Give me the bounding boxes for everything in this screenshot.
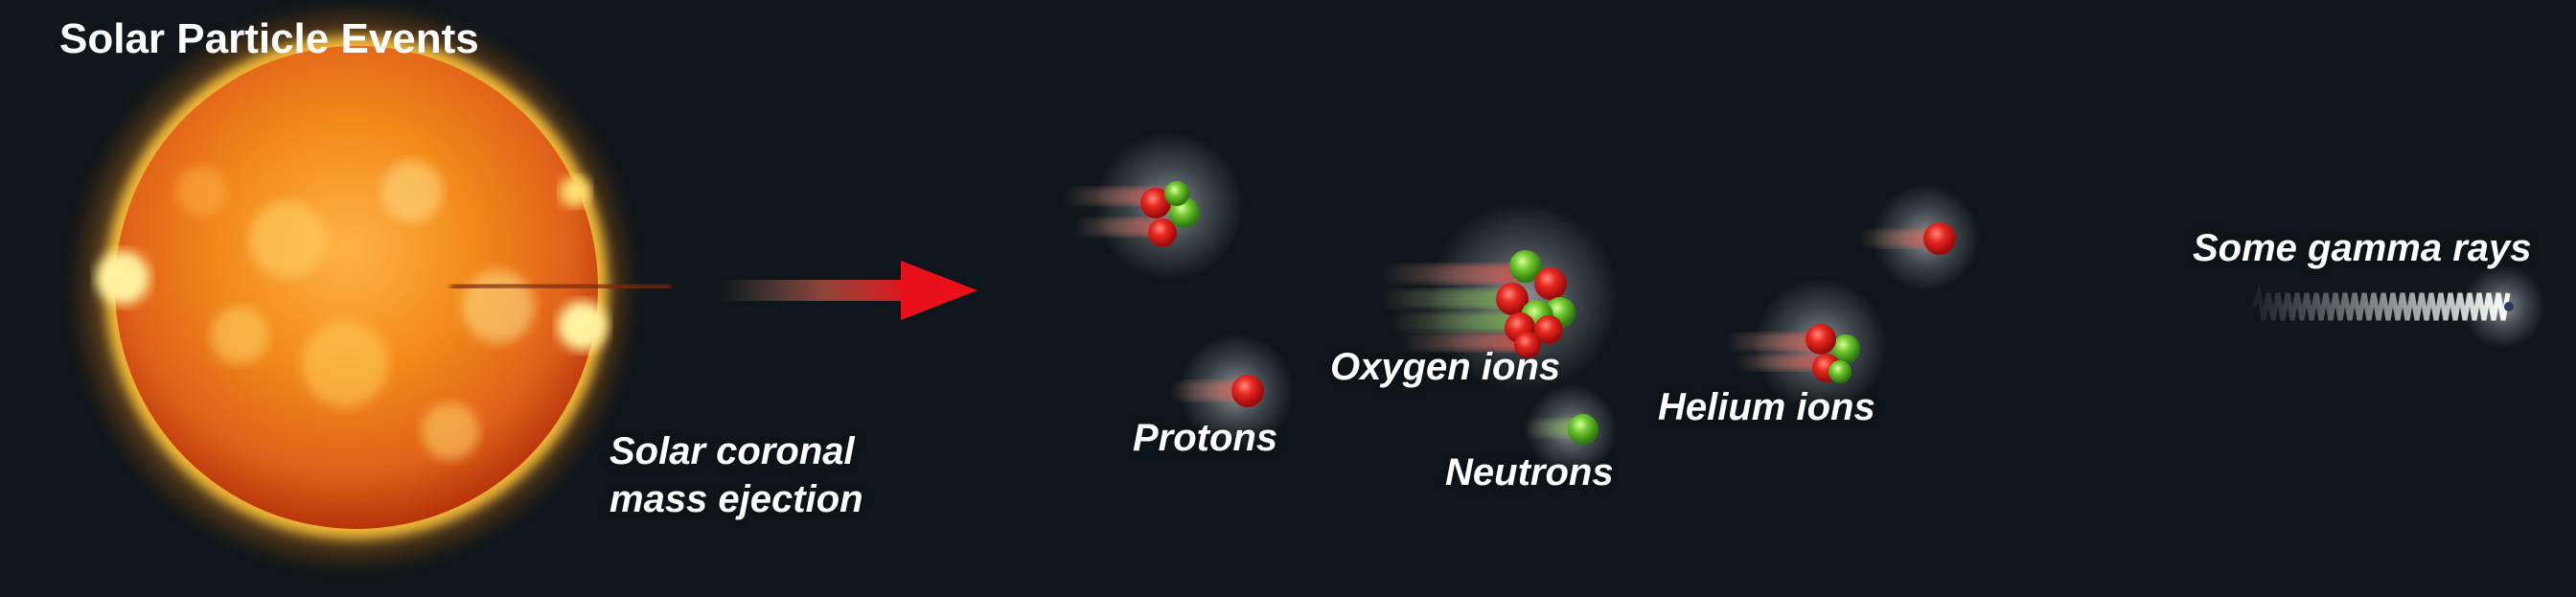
particle-cluster-1	[1064, 131, 1244, 281]
gamma-ray-wave-icon	[2251, 264, 2545, 349]
proton-particle-2	[1859, 184, 1980, 291]
proton-sphere	[1231, 375, 1264, 407]
proton-sphere	[1514, 332, 1541, 358]
neutron-sphere	[1831, 334, 1860, 363]
proton-sphere	[1140, 188, 1171, 218]
label-protons: Protons	[1133, 417, 1278, 459]
proton-sphere	[1806, 324, 1836, 355]
proton-sphere	[1496, 283, 1529, 315]
proton-sphere	[1534, 315, 1563, 344]
neutron-sphere	[1828, 360, 1852, 383]
label-neutrons: Neutrons	[1445, 451, 1614, 494]
label-solar-coronal-mass-ejection: Solar coronal mass ejection	[610, 427, 863, 523]
sun-limb-flares	[96, 176, 608, 351]
page-title: Solar Particle Events	[59, 15, 479, 62]
label-gamma-rays: Some gamma rays	[2193, 227, 2532, 269]
label-cme-line1: Solar coronal	[610, 430, 855, 472]
sun-image	[65, 0, 672, 575]
label-cme-line2: mass ejection	[610, 478, 863, 520]
neutron-sphere	[1164, 181, 1189, 206]
neutron-sphere	[1568, 414, 1598, 445]
proton-sphere	[1148, 218, 1177, 247]
proton-particle	[1169, 333, 1294, 448]
red-arrow	[719, 261, 978, 320]
label-helium-ions: Helium ions	[1658, 386, 1875, 428]
helium-ion-particle	[1725, 278, 1888, 412]
oxygen-ion-particle	[1380, 201, 1620, 393]
label-oxygen-ions: Oxygen ions	[1330, 346, 1561, 388]
neutron-particle	[1524, 383, 1618, 475]
proton-sphere	[1534, 267, 1567, 300]
proton-sphere	[1923, 222, 1956, 255]
coronal-mass-ejection-filament	[449, 279, 672, 293]
neutron-sphere	[1509, 250, 1542, 283]
